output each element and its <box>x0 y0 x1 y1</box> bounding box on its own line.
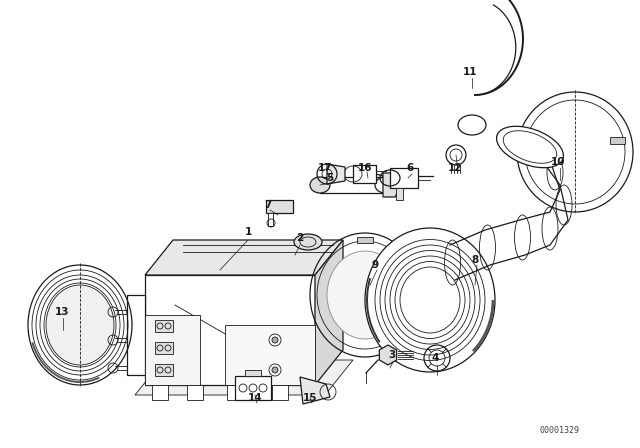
Polygon shape <box>145 275 315 385</box>
Polygon shape <box>145 240 343 275</box>
Bar <box>155 320 173 332</box>
Text: 15: 15 <box>303 393 317 403</box>
Polygon shape <box>268 213 273 226</box>
Polygon shape <box>396 188 403 200</box>
Text: 13: 13 <box>55 307 69 317</box>
Polygon shape <box>327 164 345 184</box>
Text: 1: 1 <box>244 227 252 237</box>
Polygon shape <box>187 385 203 400</box>
Polygon shape <box>225 325 315 385</box>
Circle shape <box>272 367 278 373</box>
Polygon shape <box>227 385 243 400</box>
Text: 5: 5 <box>326 173 333 183</box>
Polygon shape <box>127 295 145 375</box>
Bar <box>155 342 173 354</box>
Text: 12: 12 <box>448 163 462 173</box>
Polygon shape <box>272 385 288 400</box>
Text: 2: 2 <box>296 233 303 243</box>
Polygon shape <box>320 177 385 193</box>
Text: 3: 3 <box>388 350 396 360</box>
Polygon shape <box>266 200 293 213</box>
Polygon shape <box>152 385 168 400</box>
Polygon shape <box>315 240 343 385</box>
Text: 17: 17 <box>317 163 332 173</box>
Text: 6: 6 <box>406 163 413 173</box>
Polygon shape <box>300 377 330 404</box>
Text: 8: 8 <box>472 255 479 265</box>
Polygon shape <box>383 173 398 197</box>
Ellipse shape <box>310 177 330 193</box>
Text: 7: 7 <box>264 200 272 210</box>
Ellipse shape <box>294 234 322 250</box>
Ellipse shape <box>365 228 495 372</box>
Ellipse shape <box>517 92 633 212</box>
Text: 11: 11 <box>463 67 477 77</box>
Polygon shape <box>610 137 625 144</box>
Text: 14: 14 <box>248 393 262 403</box>
Circle shape <box>272 337 278 343</box>
Polygon shape <box>380 345 397 365</box>
Ellipse shape <box>497 126 563 168</box>
Polygon shape <box>235 376 271 400</box>
Polygon shape <box>145 315 200 385</box>
Ellipse shape <box>46 285 114 365</box>
Text: 9: 9 <box>371 260 379 270</box>
Text: 10: 10 <box>551 157 565 167</box>
Ellipse shape <box>327 251 403 339</box>
Text: 00001329: 00001329 <box>540 426 580 435</box>
Bar <box>155 364 173 376</box>
Polygon shape <box>353 165 376 183</box>
Polygon shape <box>135 360 353 395</box>
Polygon shape <box>390 168 418 188</box>
Polygon shape <box>245 370 261 376</box>
Text: 4: 4 <box>431 353 438 363</box>
Polygon shape <box>357 237 373 243</box>
Text: 16: 16 <box>358 163 372 173</box>
